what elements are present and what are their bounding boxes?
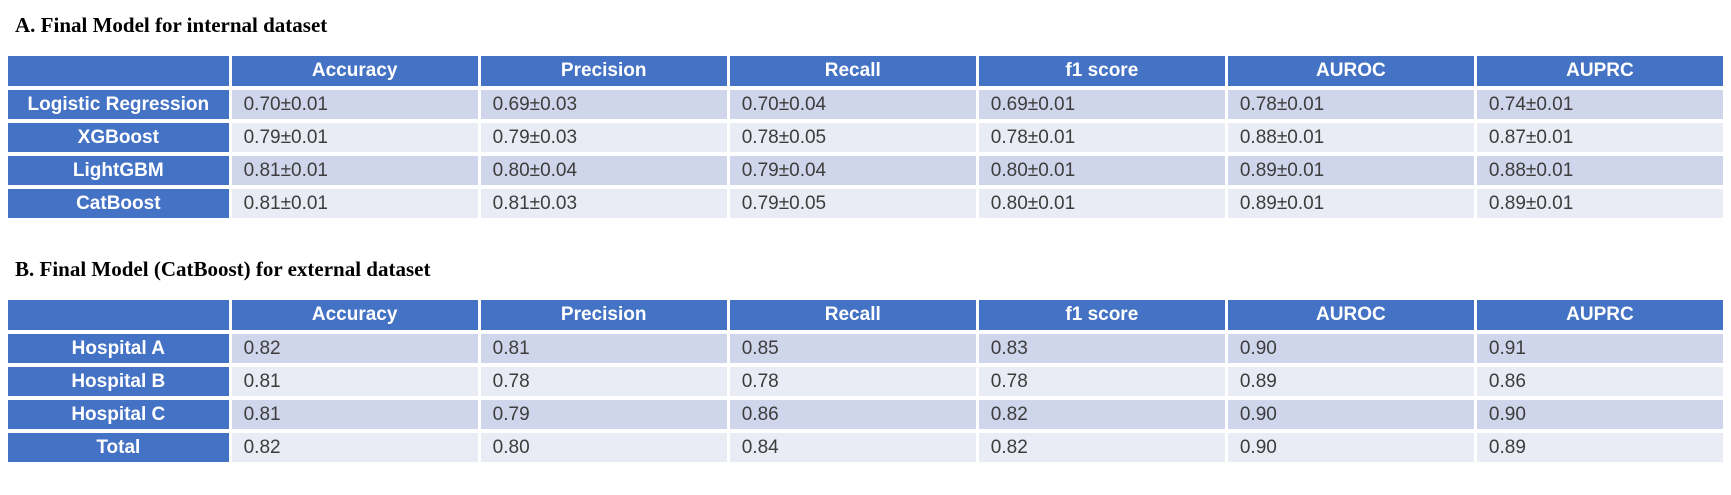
metric-cell: 0.88±0.01 [1476,156,1723,185]
metric-cell: 0.78 [480,367,727,396]
table-row-hospital-a: Hospital A 0.82 0.81 0.85 0.83 0.90 0.91 [8,334,1723,363]
metric-cell: 0.70±0.01 [231,90,478,119]
metric-cell: 0.82 [231,433,478,462]
metric-cell: 0.79±0.03 [480,123,727,152]
metric-cell: 0.81±0.01 [231,156,478,185]
column-header-auprc: AUPRC [1476,300,1723,330]
row-label: Hospital A [8,334,229,363]
metric-cell: 0.85 [729,334,976,363]
metric-cell: 0.90 [1227,433,1474,462]
row-label: XGBoost [8,123,229,152]
metric-cell: 0.81 [480,334,727,363]
column-header-f1-score: f1 score [978,300,1225,330]
header-row: Accuracy Precision Recall f1 score AUROC… [8,300,1723,330]
row-label: CatBoost [8,189,229,218]
metric-cell: 0.81 [231,367,478,396]
table-row-lightgbm: LightGBM 0.81±0.01 0.80±0.04 0.79±0.04 0… [8,156,1723,185]
external-dataset-table: Accuracy Precision Recall f1 score AUROC… [5,296,1726,466]
column-header-accuracy: Accuracy [231,56,478,86]
metric-cell: 0.82 [231,334,478,363]
column-header-precision: Precision [480,56,727,86]
table-row-xgboost: XGBoost 0.79±0.01 0.79±0.03 0.78±0.05 0.… [8,123,1723,152]
metric-cell: 0.83 [978,334,1225,363]
section-a-title: A. Final Model for internal dataset [15,13,328,37]
metric-cell: 0.79±0.04 [729,156,976,185]
figure-root: A. Final Model for internal dataset Accu… [5,13,1726,466]
metric-cell: 0.80±0.01 [978,156,1225,185]
header-row: Accuracy Precision Recall f1 score AUROC… [8,56,1723,86]
column-header-accuracy: Accuracy [231,300,478,330]
metric-cell: 0.91 [1476,334,1723,363]
table-row-catboost: CatBoost 0.81±0.01 0.81±0.03 0.79±0.05 0… [8,189,1723,218]
metric-cell: 0.81 [231,400,478,429]
metric-cell: 0.88±0.01 [1227,123,1474,152]
metric-cell: 0.82 [978,400,1225,429]
metric-cell: 0.69±0.03 [480,90,727,119]
metric-cell: 0.81±0.03 [480,189,727,218]
table-row-hospital-b: Hospital B 0.81 0.78 0.78 0.78 0.89 0.86 [8,367,1723,396]
column-header-auroc: AUROC [1227,56,1474,86]
corner-cell [8,56,229,86]
metric-cell: 0.78±0.01 [978,123,1225,152]
metric-cell: 0.89±0.01 [1476,189,1723,218]
metric-cell: 0.69±0.01 [978,90,1225,119]
metric-cell: 0.89 [1227,367,1474,396]
row-label: Hospital B [8,367,229,396]
metric-cell: 0.86 [1476,367,1723,396]
external-table-header: Accuracy Precision Recall f1 score AUROC… [8,300,1723,330]
column-header-recall: Recall [729,56,976,86]
metric-cell: 0.70±0.04 [729,90,976,119]
internal-dataset-table: Accuracy Precision Recall f1 score AUROC… [5,52,1726,222]
row-label: Logistic Regression [8,90,229,119]
metric-cell: 0.78±0.01 [1227,90,1474,119]
metric-cell: 0.78±0.05 [729,123,976,152]
metric-cell: 0.80 [480,433,727,462]
column-header-f1-score: f1 score [978,56,1225,86]
metric-cell: 0.89±0.01 [1227,189,1474,218]
table-row-hospital-c: Hospital C 0.81 0.79 0.86 0.82 0.90 0.90 [8,400,1723,429]
metric-cell: 0.82 [978,433,1225,462]
metric-cell: 0.78 [729,367,976,396]
internal-table-header: Accuracy Precision Recall f1 score AUROC… [8,56,1723,86]
metric-cell: 0.79±0.05 [729,189,976,218]
table-row-logistic-regression: Logistic Regression 0.70±0.01 0.69±0.03 … [8,90,1723,119]
metric-cell: 0.87±0.01 [1476,123,1723,152]
metric-cell: 0.74±0.01 [1476,90,1723,119]
section-b-title: B. Final Model (CatBoost) for external d… [15,257,431,281]
column-header-auroc: AUROC [1227,300,1474,330]
column-header-auprc: AUPRC [1476,56,1723,86]
column-header-recall: Recall [729,300,976,330]
row-label: LightGBM [8,156,229,185]
metric-cell: 0.89 [1476,433,1723,462]
column-header-precision: Precision [480,300,727,330]
metric-cell: 0.90 [1227,400,1474,429]
metric-cell: 0.81±0.01 [231,189,478,218]
metric-cell: 0.90 [1476,400,1723,429]
metric-cell: 0.80±0.01 [978,189,1225,218]
metric-cell: 0.90 [1227,334,1474,363]
metric-cell: 0.79±0.01 [231,123,478,152]
corner-cell [8,300,229,330]
metric-cell: 0.86 [729,400,976,429]
row-label: Hospital C [8,400,229,429]
row-label: Total [8,433,229,462]
table-row-total: Total 0.82 0.80 0.84 0.82 0.90 0.89 [8,433,1723,462]
metric-cell: 0.89±0.01 [1227,156,1474,185]
metric-cell: 0.84 [729,433,976,462]
metric-cell: 0.79 [480,400,727,429]
metric-cell: 0.78 [978,367,1225,396]
metric-cell: 0.80±0.04 [480,156,727,185]
